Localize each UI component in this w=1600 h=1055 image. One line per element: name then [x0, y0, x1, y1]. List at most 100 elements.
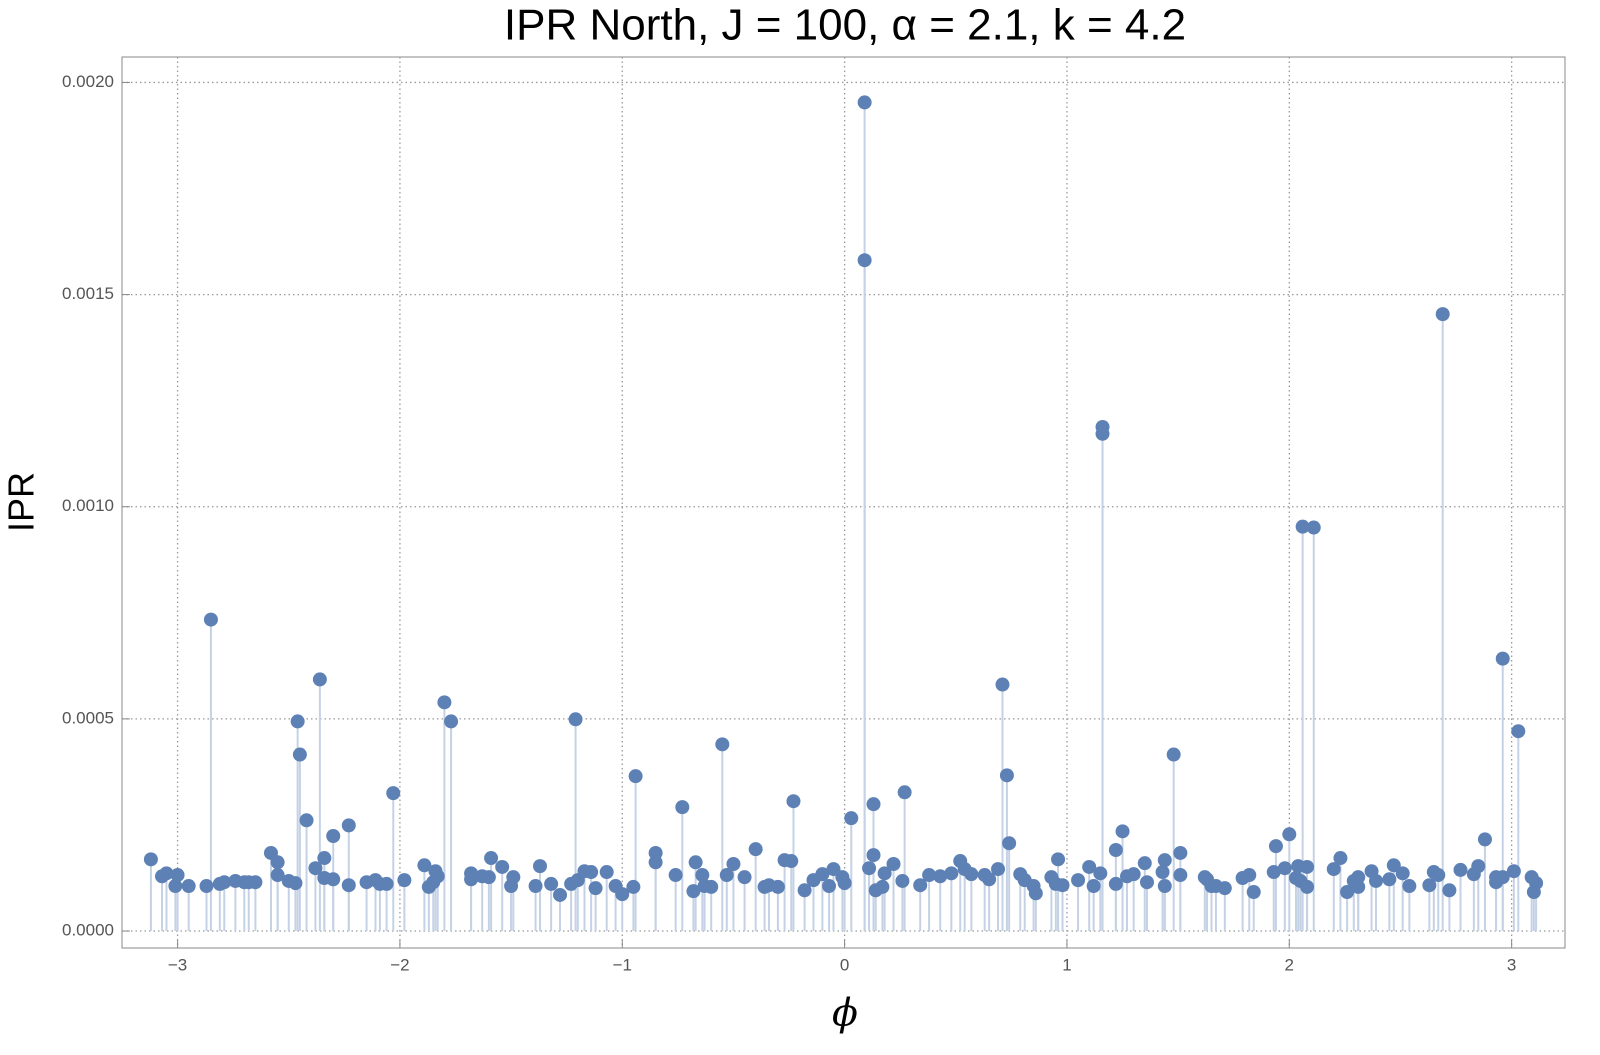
point: [1095, 426, 1110, 441]
point: [982, 872, 997, 887]
point: [1306, 520, 1321, 535]
point: [822, 879, 837, 894]
point: [1422, 878, 1437, 893]
point: [1093, 866, 1108, 881]
point: [837, 876, 852, 891]
y-tick-label: 0.0010: [62, 496, 114, 515]
point: [553, 887, 568, 902]
point: [1326, 862, 1341, 877]
point: [533, 859, 548, 874]
point: [1511, 724, 1526, 739]
point: [199, 879, 214, 894]
point: [1086, 879, 1101, 894]
point: [675, 800, 690, 815]
point: [308, 861, 323, 876]
point: [964, 867, 979, 882]
point: [1028, 886, 1043, 901]
point: [203, 612, 218, 627]
y-axis-label: IPR: [1, 472, 42, 532]
point: [159, 866, 174, 881]
point: [857, 95, 872, 110]
y-tick-label: 0.0005: [62, 708, 114, 727]
point: [1495, 870, 1510, 885]
point: [444, 714, 459, 729]
point: [857, 253, 872, 268]
point: [1173, 845, 1188, 860]
point: [1055, 878, 1070, 893]
point: [1155, 865, 1170, 880]
point: [588, 881, 603, 896]
point: [1506, 864, 1521, 879]
point: [1157, 879, 1172, 894]
point: [168, 879, 183, 894]
point: [312, 672, 327, 687]
point: [991, 862, 1006, 877]
point: [1139, 875, 1154, 890]
point: [481, 870, 496, 885]
point: [1453, 862, 1468, 877]
point: [341, 818, 356, 833]
point: [668, 868, 683, 883]
point: [1157, 853, 1172, 868]
point: [584, 865, 599, 880]
point: [170, 868, 185, 883]
point: [913, 878, 928, 893]
point: [1108, 842, 1123, 857]
point: [1266, 865, 1281, 880]
point: [599, 865, 614, 880]
point: [995, 677, 1010, 692]
x-tick-label: 1: [1062, 955, 1071, 974]
point: [1246, 884, 1261, 899]
point: [397, 873, 412, 888]
point: [292, 747, 307, 762]
point: [1431, 868, 1446, 883]
point: [217, 875, 232, 890]
point: [1108, 876, 1123, 891]
point: [1002, 836, 1017, 851]
point: [181, 879, 196, 894]
point: [826, 862, 841, 877]
point: [877, 866, 892, 881]
point: [1295, 519, 1310, 534]
point: [1166, 747, 1181, 762]
point: [326, 828, 341, 843]
point: [1471, 859, 1486, 874]
point: [648, 845, 663, 860]
point: [897, 785, 912, 800]
point: [1477, 832, 1492, 847]
point: [715, 737, 730, 752]
point: [1351, 870, 1366, 885]
point: [1217, 881, 1232, 896]
point: [528, 879, 543, 894]
point: [1082, 859, 1097, 874]
point: [143, 852, 158, 867]
point: [568, 712, 583, 727]
point: [1242, 868, 1257, 883]
chart-title: IPR North, J = 100, α = 2.1, k = 4.2: [504, 1, 1186, 50]
point: [1300, 879, 1315, 894]
point: [1340, 884, 1355, 899]
point: [797, 883, 812, 898]
point: [1333, 851, 1348, 866]
point: [786, 794, 801, 809]
point: [704, 879, 719, 894]
point: [866, 797, 881, 812]
point: [341, 878, 356, 893]
point: [437, 695, 452, 710]
point: [1173, 868, 1188, 883]
point: [866, 848, 881, 863]
point: [1442, 883, 1457, 898]
point: [737, 870, 752, 885]
point: [615, 887, 630, 902]
x-tick-label: −1: [613, 955, 632, 974]
y-tick-label: 0.0015: [62, 284, 114, 303]
point: [770, 879, 785, 894]
x-tick-label: 2: [1285, 955, 1294, 974]
point: [326, 872, 341, 887]
y-tick-label: 0.0000: [62, 921, 114, 940]
point: [1277, 861, 1292, 876]
point: [695, 868, 710, 883]
point: [1051, 852, 1066, 867]
point: [430, 869, 445, 884]
x-tick-label: −2: [390, 955, 409, 974]
